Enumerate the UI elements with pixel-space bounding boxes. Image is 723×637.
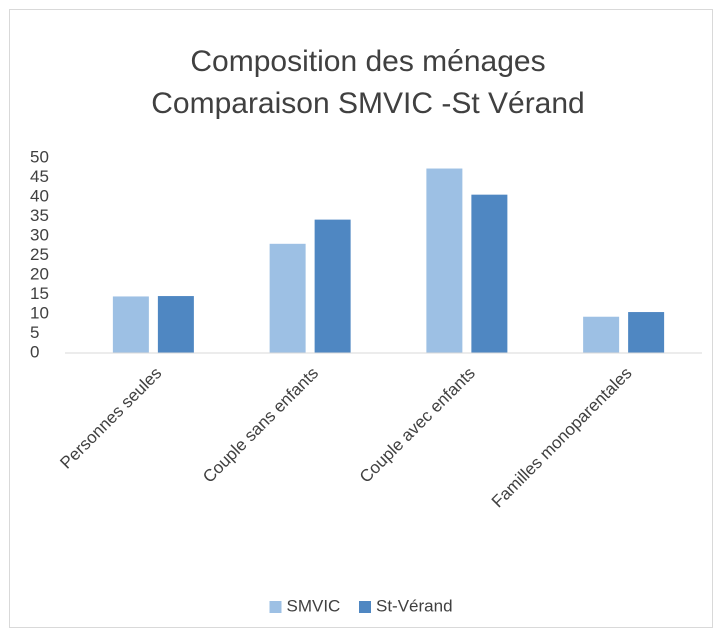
legend-label: St-Vérand [376, 596, 453, 615]
y-tick-label: 30 [30, 225, 49, 244]
y-tick-label: 50 [30, 147, 49, 166]
bar [471, 194, 508, 353]
bar [426, 168, 463, 353]
legend-label: SMVIC [287, 596, 341, 615]
y-tick-label: 20 [30, 264, 49, 283]
y-tick-label: 25 [30, 245, 49, 264]
y-tick-label: 45 [30, 167, 49, 186]
y-tick-label: 0 [30, 342, 39, 361]
bar [583, 316, 620, 353]
legend-swatch [359, 601, 371, 613]
bar [157, 296, 194, 353]
y-tick-label: 15 [30, 284, 49, 303]
y-tick-label: 5 [30, 323, 39, 342]
chart-subtitle: Comparaison SMVIC -St Vérand [151, 87, 585, 120]
legend-swatch [269, 601, 282, 613]
y-tick-label: 35 [30, 206, 49, 225]
y-tick-label: 10 [30, 303, 49, 322]
y-tick-label: 40 [30, 186, 49, 205]
bar [314, 219, 351, 353]
bar [269, 243, 306, 353]
chart-title: Composition des ménages [190, 45, 545, 78]
bar [628, 312, 665, 353]
bar [112, 296, 149, 353]
